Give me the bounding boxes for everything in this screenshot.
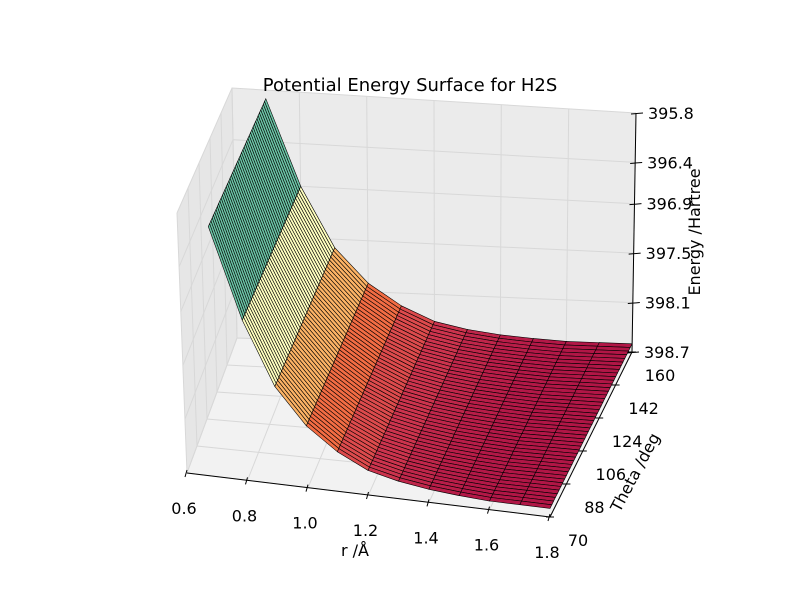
z-tick xyxy=(626,351,640,354)
x-tick-label: 1.6 xyxy=(474,536,499,555)
y-tick-label: 124 xyxy=(612,432,643,451)
axis-lines xyxy=(186,112,637,518)
y-tick-label: 88 xyxy=(584,498,604,517)
y-tick-label: 160 xyxy=(645,366,676,385)
x-tick xyxy=(366,491,369,500)
side-pane xyxy=(177,88,237,473)
z-tick-label: 396.9 xyxy=(646,195,692,214)
z-grid-line xyxy=(176,87,637,214)
x-tick xyxy=(245,477,248,485)
z-tick xyxy=(630,112,644,115)
z-tick-label: 397.5 xyxy=(646,244,692,263)
x-tick-label: 1.2 xyxy=(353,521,378,540)
z-tick-label: 396.4 xyxy=(647,153,693,172)
x-tick xyxy=(305,484,309,492)
z-tick xyxy=(629,203,642,206)
y-tick-label: 142 xyxy=(628,399,659,418)
chart-title: Potential Energy Surface for H2S xyxy=(263,75,558,96)
z-tick-label: 398.7 xyxy=(644,343,690,362)
x-tick xyxy=(184,469,188,478)
y-tick-label: 70 xyxy=(568,531,588,550)
z-tick xyxy=(628,252,641,255)
x-tick xyxy=(487,506,490,514)
energy-surface xyxy=(207,97,633,509)
x-tick-label: 1.0 xyxy=(292,514,317,533)
x-tick-label: 0.8 xyxy=(232,506,257,525)
x-axis-label: r /Å xyxy=(341,541,369,560)
z-tick-label: 395.8 xyxy=(648,104,694,123)
tick-labels: 0.6 0.8 1.0 1.2 1.4 1.6 1.8 70 88 106 124 142 160 395… xyxy=(171,104,694,562)
surface-patch xyxy=(207,222,244,321)
z-tick xyxy=(627,302,640,305)
z-tick xyxy=(630,161,643,164)
y-axis-line xyxy=(549,351,633,518)
y-tick-label: 106 xyxy=(596,465,627,484)
z-grid-line xyxy=(178,139,636,267)
x-tick-label: 1.4 xyxy=(413,528,438,547)
z-tick-label: 398.1 xyxy=(645,294,691,313)
x-tick xyxy=(426,499,430,507)
x-tick-label: 1.8 xyxy=(534,543,559,562)
x-axis-line xyxy=(186,472,551,518)
z-axis-label: Energy /Hartree xyxy=(685,168,704,295)
z-axis-line xyxy=(631,112,637,353)
x-tick-label: 0.6 xyxy=(171,499,196,518)
